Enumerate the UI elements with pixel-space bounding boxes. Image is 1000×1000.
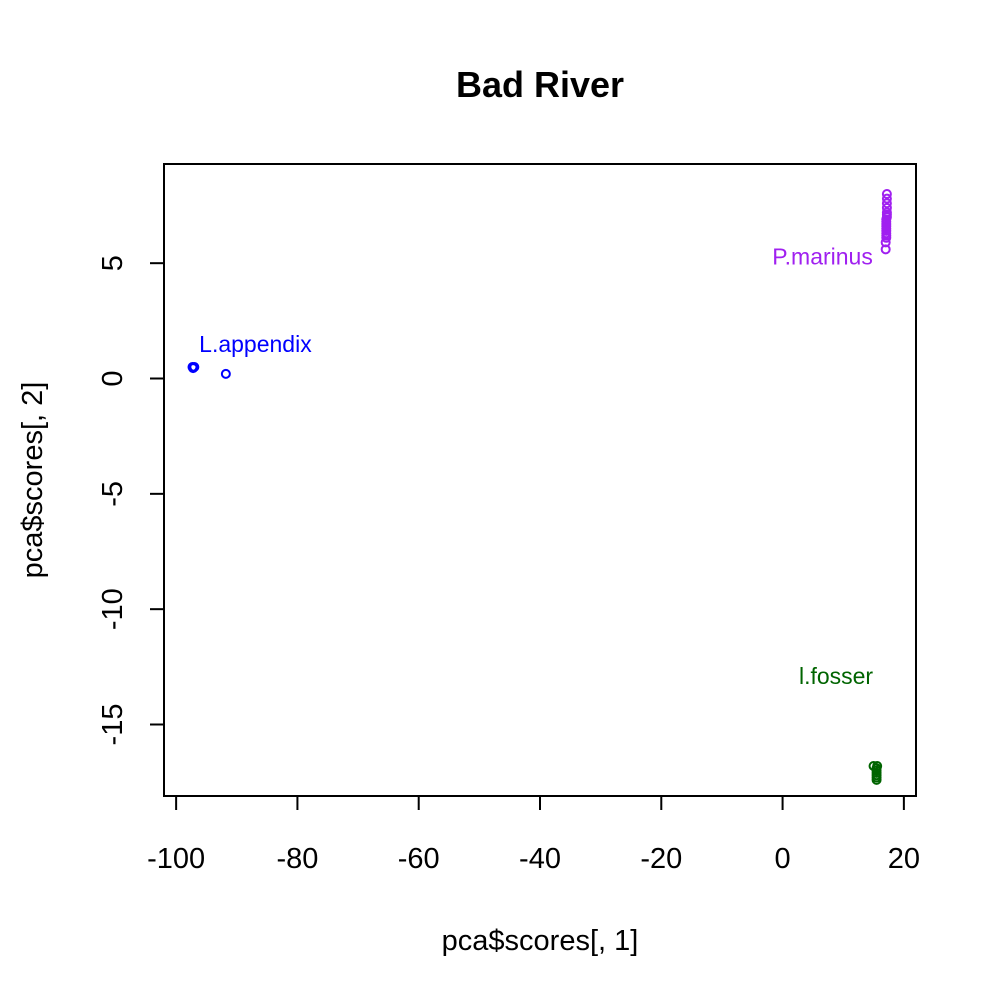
y-tick-label: -5 <box>97 481 129 507</box>
annotation-label: L.appendix <box>199 331 312 357</box>
data-point <box>188 363 199 374</box>
x-axis-label: pca$scores[, 1] <box>442 925 639 957</box>
data-point <box>880 244 891 255</box>
x-tick-label: -40 <box>519 843 561 875</box>
data-point <box>881 198 892 209</box>
y-tick-label: -15 <box>97 704 129 746</box>
x-axis: -100 -80 -60 -40 -20 0 20 <box>147 795 920 875</box>
chart-title: Bad River <box>456 64 624 105</box>
series-0 <box>187 361 231 379</box>
data-point <box>881 193 892 204</box>
data-point <box>880 237 891 248</box>
x-tick-label: -60 <box>398 843 440 875</box>
data-points <box>187 188 892 785</box>
y-axis: -15 -10 -5 0 5 <box>97 255 165 746</box>
y-axis-label: pca$scores[, 2] <box>17 382 49 579</box>
data-point <box>881 232 892 243</box>
data-point <box>871 774 882 785</box>
data-point <box>881 202 892 213</box>
series-1 <box>880 188 892 255</box>
x-tick-label: 20 <box>888 843 920 875</box>
data-point <box>881 188 892 199</box>
y-tick-label: -10 <box>97 588 129 630</box>
annotation-label: P.marinus <box>772 243 873 269</box>
y-tick-label: 0 <box>97 370 129 386</box>
data-point <box>220 368 231 379</box>
x-tick-label: -100 <box>147 843 205 875</box>
y-tick-label: 5 <box>97 255 129 271</box>
x-tick-label: 0 <box>775 843 791 875</box>
series-2 <box>868 761 883 785</box>
x-tick-label: -20 <box>640 843 682 875</box>
annotation-label: l.fosser <box>799 663 873 689</box>
x-tick-label: -80 <box>276 843 318 875</box>
annotations: L.appendix P.marinus l.fosser <box>199 243 873 689</box>
